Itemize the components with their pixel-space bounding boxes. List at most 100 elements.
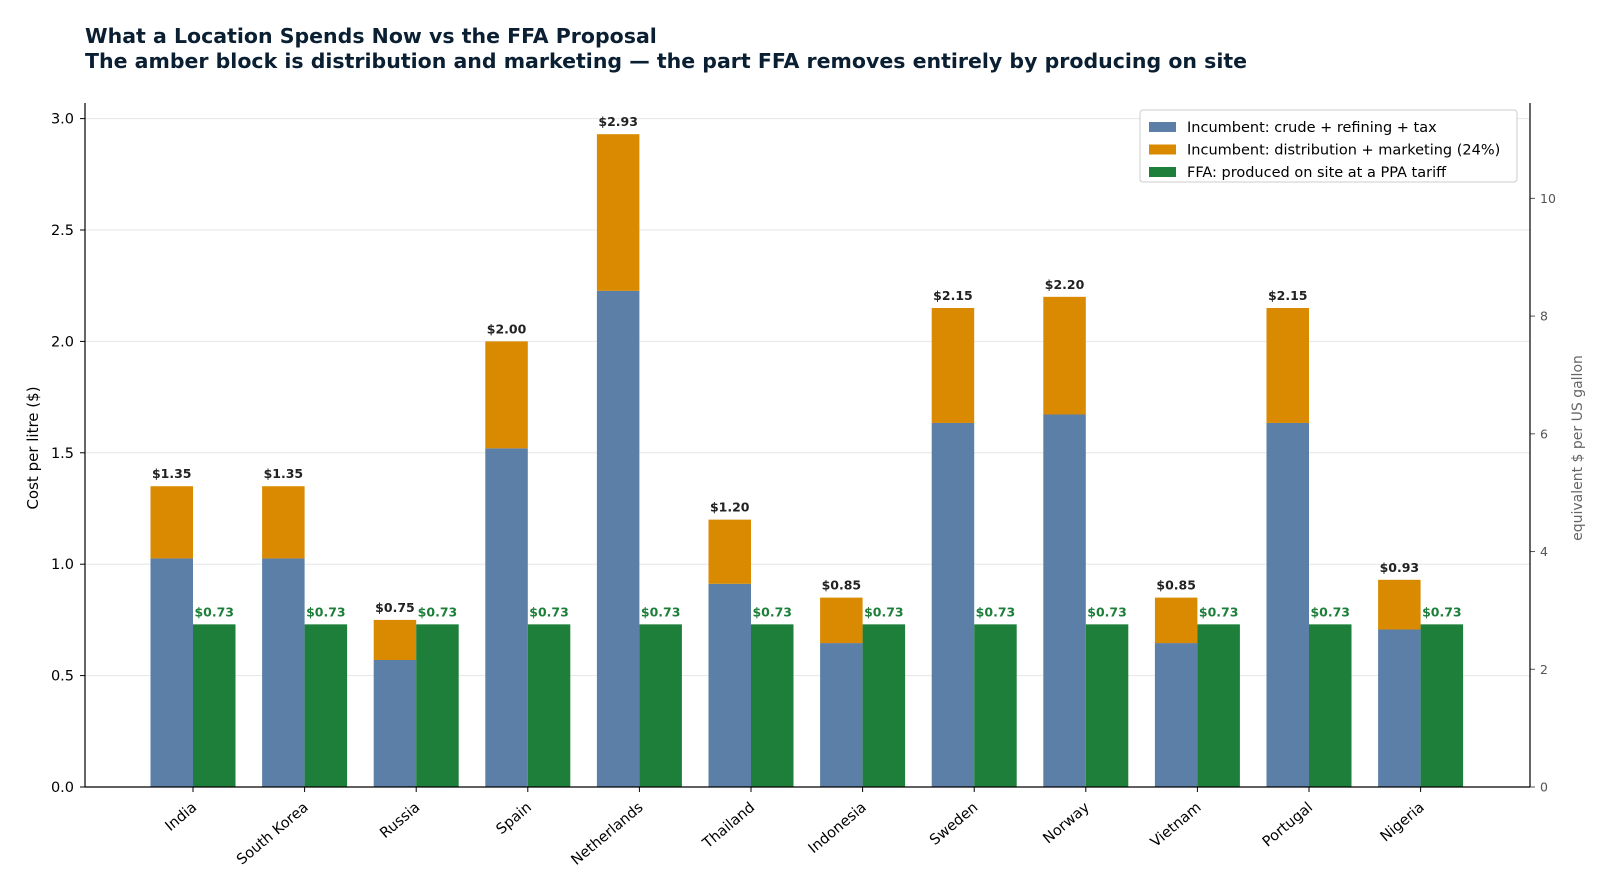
ffa-value-label: $0.73 xyxy=(1199,604,1239,619)
x-tick-label: Portugal xyxy=(1260,800,1316,851)
right-tick-label: 8 xyxy=(1540,309,1548,324)
incumbent-total-label: $2.00 xyxy=(487,321,527,336)
bar-ffa xyxy=(1309,624,1352,787)
incumbent-total-label: $2.15 xyxy=(1268,288,1308,303)
bar-incumbent-base xyxy=(708,583,751,787)
bar-incumbent-base xyxy=(150,558,193,787)
ffa-value-label: $0.73 xyxy=(529,604,569,619)
bar-incumbent-distribution xyxy=(708,519,751,584)
y-tick-label: 1.5 xyxy=(51,446,74,462)
incumbent-total-label: $0.93 xyxy=(1380,560,1420,575)
y-tick-label: 1.0 xyxy=(51,557,74,573)
legend-box xyxy=(1139,109,1518,183)
bars xyxy=(150,134,1464,787)
x-tick-label: Nigeria xyxy=(1378,800,1428,846)
bar-incumbent-base xyxy=(820,643,863,787)
legend-label: Incumbent: crude + refining + tax xyxy=(1187,120,1437,136)
ffa-value-label: $0.73 xyxy=(306,604,346,619)
y-tick-label: 3.0 xyxy=(51,112,74,128)
incumbent-total-label: $2.15 xyxy=(933,288,973,303)
x-tick-label: Russia xyxy=(377,800,423,842)
y-tick-label: 2.5 xyxy=(51,223,74,239)
bar-incumbent-base xyxy=(931,422,975,787)
y-tick-label: 0.5 xyxy=(51,669,74,685)
chart-subtitle: The amber block is distribution and mark… xyxy=(85,49,1247,73)
bar-incumbent-distribution xyxy=(485,341,528,449)
legend-swatch xyxy=(1149,122,1176,132)
bar-ffa xyxy=(862,624,906,787)
bar-incumbent-distribution xyxy=(1266,307,1309,423)
ffa-value-label: $0.73 xyxy=(752,604,792,619)
bar-incumbent-distribution xyxy=(1378,579,1421,630)
bar-incumbent-distribution xyxy=(373,619,417,661)
bar-ffa xyxy=(639,624,682,787)
legend-label: FFA: produced on site at a PPA tariff xyxy=(1187,165,1447,181)
ffa-value-label: $0.73 xyxy=(864,604,904,619)
incumbent-total-label: $1.35 xyxy=(264,466,304,481)
x-tick-label: Sweden xyxy=(927,800,981,849)
value-labels: $1.35$0.73$1.35$0.73 $0.75 $0.73$2.00$0.73… xyxy=(152,114,1462,619)
x-tick-label: Norway xyxy=(1040,799,1093,847)
ffa-value-label: $0.73 xyxy=(194,604,234,619)
x-tick-label: South Korea xyxy=(234,800,312,869)
bar-incumbent-distribution xyxy=(150,486,193,559)
bar-incumbent-base xyxy=(1378,629,1421,787)
bar-ffa xyxy=(193,624,236,787)
x-tick-label: Thailand xyxy=(699,800,758,853)
y-tick-label: 0.0 xyxy=(51,780,74,796)
ffa-value-label: $0.73 xyxy=(1087,604,1127,619)
bar-incumbent-distribution xyxy=(262,486,305,559)
bar-ffa xyxy=(304,624,348,787)
incumbent-total-label: $2.20 xyxy=(1045,277,1085,292)
incumbent-total-label: $2.93 xyxy=(598,114,638,129)
legend-label: Incumbent: distribution + marketing (24%… xyxy=(1187,143,1500,159)
right-tick-label: 0 xyxy=(1540,780,1548,795)
right-tick-label: 2 xyxy=(1540,662,1548,677)
incumbent-total-label: $1.20 xyxy=(710,500,750,515)
incumbent-total-label: $0.85 xyxy=(822,578,862,593)
bar-ffa xyxy=(1420,624,1464,787)
bar-ffa xyxy=(527,624,571,787)
chart-title: What a Location Spends Now vs the FFA Pr… xyxy=(85,24,657,48)
incumbent-total-label: $1.35 xyxy=(152,466,192,481)
y-axis-label: Cost per litre ($) xyxy=(24,386,42,509)
x-tick-label: Spain xyxy=(494,800,535,838)
x-tick-label: Netherlands xyxy=(568,800,646,869)
ffa-value-label: $0.73 xyxy=(418,604,458,619)
x-tick-label: India xyxy=(163,800,201,835)
bar-incumbent-base xyxy=(262,558,305,787)
right-axis-label: equivalent $ per US gallon xyxy=(1570,355,1586,541)
legend-swatch xyxy=(1149,144,1176,155)
bar-ffa xyxy=(1197,624,1240,787)
legend-swatch xyxy=(1149,167,1176,177)
ffa-value-label: $0.73 xyxy=(641,604,681,619)
bar-ffa xyxy=(416,624,459,787)
bar-incumbent-base xyxy=(596,290,640,787)
y-tick-label: 2.0 xyxy=(51,334,74,350)
legend: Incumbent: crude + refining + tax Incumbe… xyxy=(1139,109,1518,183)
x-tick-label: Vietnam xyxy=(1148,800,1205,851)
bar-ffa xyxy=(1085,624,1129,787)
bar-incumbent-base xyxy=(1266,422,1309,787)
bar-incumbent-distribution xyxy=(596,134,640,291)
bar-ffa xyxy=(974,624,1017,787)
incumbent-total-label: $0.85 xyxy=(1156,578,1196,593)
bar-incumbent-base xyxy=(373,660,417,787)
bar-incumbent-base xyxy=(1154,643,1198,787)
incumbent-total-label: $0.75 xyxy=(375,600,415,615)
bar-incumbent-base xyxy=(1043,414,1086,787)
ffa-value-label: $0.73 xyxy=(1310,604,1350,619)
bar-incumbent-distribution xyxy=(820,597,863,644)
right-tick-label: 4 xyxy=(1540,544,1548,559)
bar-incumbent-distribution xyxy=(1154,597,1198,644)
bar-incumbent-distribution xyxy=(931,307,975,423)
ffa-value-label: $0.73 xyxy=(976,604,1016,619)
bar-incumbent-distribution xyxy=(1043,296,1086,415)
right-tick-label: 6 xyxy=(1540,426,1548,441)
bar-incumbent-base xyxy=(485,448,528,787)
ffa-value-label: $0.73 xyxy=(1422,604,1462,619)
right-tick-label: 10 xyxy=(1540,191,1556,206)
x-tick-label: Indonesia xyxy=(806,800,870,857)
bar-ffa xyxy=(751,624,794,787)
